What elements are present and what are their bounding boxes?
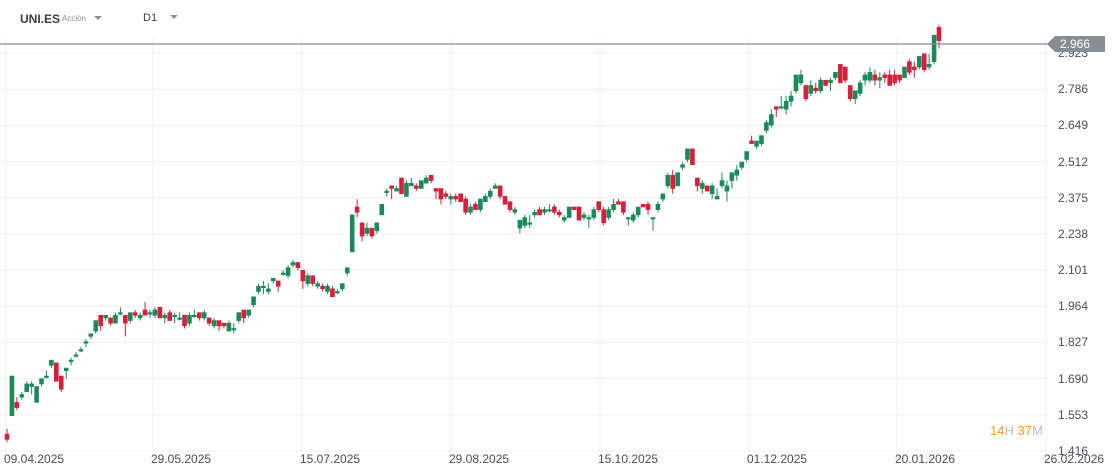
chart-grid <box>0 36 1048 452</box>
x-axis-tick-label: 15.10.2025 <box>598 452 659 466</box>
y-axis-tick-label: 2.786 <box>1058 82 1089 97</box>
candle-countdown: 14H 37M <box>990 423 1043 438</box>
x-axis-tick-label: 26.02.2026 <box>1044 452 1105 466</box>
y-axis-tick-label: 2.101 <box>1058 263 1089 278</box>
y-axis-tick-label: 1.827 <box>1058 335 1089 350</box>
y-axis-tick-label: 2.512 <box>1058 154 1089 169</box>
y-axis-tick-label: 1.553 <box>1058 407 1089 422</box>
x-axis-tick-label: 29.08.2025 <box>449 452 510 466</box>
y-axis-tick-label: 1.964 <box>1058 299 1089 314</box>
countdown-hours-unit: H <box>1004 423 1014 438</box>
countdown-minutes-unit: M <box>1031 423 1043 438</box>
x-axis-tick-label: 29.05.2025 <box>151 452 212 466</box>
y-axis-tick-label: 1.416 <box>1058 444 1089 458</box>
chart-toolbar: UNI.ES Acción D1 <box>0 0 1119 36</box>
x-axis-tick-label: 15.07.2025 <box>300 452 361 466</box>
y-axis-tick-label: 2.649 <box>1058 118 1089 133</box>
instrument-type-label[interactable]: Acción <box>62 14 87 23</box>
timeframe-selector[interactable]: D1 <box>143 12 158 24</box>
countdown-hours: 14 <box>990 423 1005 438</box>
countdown-minutes: 37 <box>1017 423 1032 438</box>
current-price-tag: 2.966 <box>1047 36 1105 52</box>
y-axis-tick-label: 2.238 <box>1058 226 1089 241</box>
x-axis-tick-label: 01.12.2025 <box>747 452 808 466</box>
y-axis-tick-label: 1.690 <box>1058 371 1089 386</box>
symbol-dropdown-chevron-down-icon[interactable] <box>94 16 102 20</box>
x-axis-tick-label: 09.04.2025 <box>4 452 65 466</box>
symbol-label[interactable]: UNI.ES <box>20 12 61 26</box>
y-axis-tick-label: 2.375 <box>1058 190 1089 205</box>
timeframe-dropdown-chevron-down-icon[interactable] <box>170 15 178 19</box>
candlestick-series <box>4 24 942 443</box>
x-axis-tick-label: 20.01.2026 <box>895 452 956 466</box>
